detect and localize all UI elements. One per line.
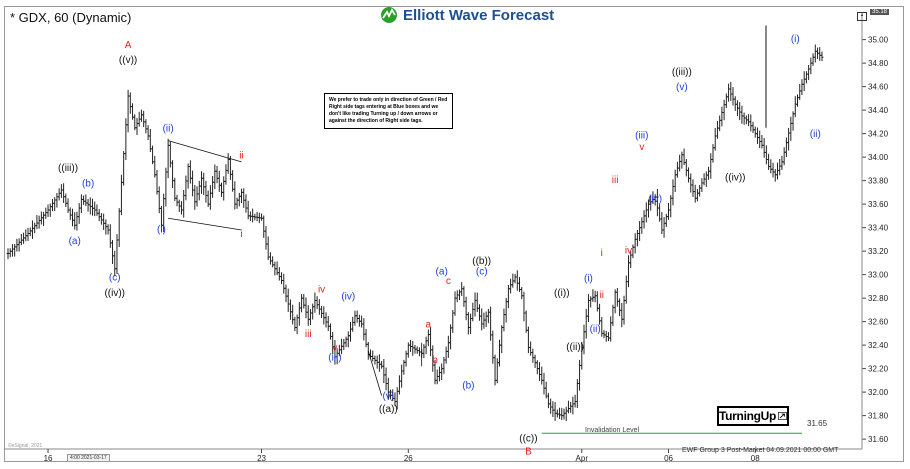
- turning-up-button[interactable]: TurningUp: [717, 406, 789, 426]
- wave-label: ii: [239, 150, 243, 161]
- wave-label: (c): [476, 267, 488, 278]
- chart-settings-icon[interactable]: ▪: [857, 12, 867, 21]
- wave-label: c: [446, 276, 451, 287]
- wave-label: iv: [318, 284, 325, 295]
- y-tick-label: 33.80: [868, 177, 889, 186]
- wave-label: (v): [676, 82, 688, 93]
- trading-note: We prefer to trade only in direction of …: [324, 93, 453, 129]
- y-tick-label: 33.40: [868, 224, 889, 233]
- x-tick-label: 16: [44, 454, 53, 463]
- wave-label: (iii): [328, 352, 341, 363]
- x-tick-label: 08: [751, 454, 760, 463]
- y-tick-label: 33.00: [868, 271, 889, 280]
- wave-label: (iv): [341, 291, 355, 302]
- y-tick-label: 32.20: [868, 365, 889, 374]
- copyright-text: ©eSignal, 2021: [8, 443, 43, 449]
- wave-label: ((ii)): [566, 342, 584, 353]
- y-tick-label: 34.80: [868, 59, 889, 68]
- x-tick-label: Apr: [576, 454, 589, 463]
- wave-label: ((iii)): [58, 163, 78, 174]
- wave-label: (b): [462, 381, 474, 392]
- wave-label: iii: [305, 329, 312, 340]
- ewf-logo-icon: [381, 7, 397, 23]
- wave-label: (b): [82, 179, 94, 190]
- arrow-up-right-icon: [778, 412, 787, 420]
- wave-label: ((iv)): [725, 173, 746, 184]
- y-tick-label: 33.20: [868, 247, 889, 256]
- y-tick-label: 32.80: [868, 294, 889, 303]
- chart-title: * GDX, 60 (Dynamic): [10, 10, 132, 25]
- wave-label: ((c)): [519, 433, 537, 444]
- y-tick-label: 34.60: [868, 83, 889, 92]
- wave-label: (a): [69, 236, 81, 247]
- y-tick-label: 35.00: [868, 36, 889, 45]
- y-tick-label: 34.20: [868, 130, 889, 139]
- channel-line: [168, 217, 242, 231]
- invalidation-label: Invalidation Level: [585, 427, 640, 434]
- logo-text: Elliott Wave Forecast: [403, 6, 555, 24]
- wave-label: (a): [436, 267, 448, 278]
- y-tick-label: 32.00: [868, 388, 889, 397]
- wave-label: v: [332, 343, 337, 354]
- turning-up-label: TurningUp: [719, 409, 777, 423]
- current-price-badge: 35.18: [870, 9, 890, 15]
- y-tick-label: 31.60: [868, 435, 889, 444]
- wave-label: (ii): [163, 123, 174, 134]
- channel-line: [168, 140, 242, 163]
- y-tick-label: 31.80: [868, 412, 889, 421]
- wave-label: (i): [584, 274, 593, 285]
- wave-label: ((iii)): [672, 67, 692, 78]
- y-tick-label: 32.40: [868, 341, 889, 350]
- footer-text: EWF Group 3 Post-Market 04.09.2021 00:00…: [682, 447, 839, 454]
- x-tick-label: 06: [664, 454, 673, 463]
- wave-label: (ii): [810, 129, 821, 140]
- wave-label: ((a)): [379, 404, 398, 415]
- wave-label: ii: [600, 290, 604, 301]
- wave-label: b: [432, 355, 438, 366]
- ewf-logo: Elliott Wave Forecast: [380, 4, 554, 26]
- channel-line: [367, 350, 383, 396]
- wave-label: a: [426, 320, 432, 331]
- cursor-date-box: 4:00 2021-03-17: [67, 454, 110, 462]
- wave-label: (c): [109, 273, 121, 284]
- wave-label: (ii): [590, 324, 601, 335]
- wave-label: v: [639, 142, 644, 153]
- wave-label: i: [601, 248, 603, 259]
- y-tick-label: 34.00: [868, 153, 889, 162]
- wave-label: (iii): [635, 130, 648, 141]
- wave-label: (i): [791, 34, 800, 45]
- wave-label: iii: [612, 175, 619, 186]
- wave-label: (v): [382, 391, 394, 402]
- x-tick-label: 23: [257, 454, 266, 463]
- wave-label: ((b)): [472, 256, 491, 267]
- wave-label: i: [240, 229, 242, 240]
- wave-label: (i): [157, 224, 166, 235]
- wave-label: (iv): [648, 194, 662, 205]
- wave-label: B: [525, 446, 532, 457]
- y-tick-label: 33.60: [868, 200, 889, 209]
- wave-label: iv: [625, 245, 632, 256]
- wave-label: ((v)): [119, 55, 137, 66]
- y-tick-label: 34.40: [868, 106, 889, 115]
- chart-frame: [4, 6, 904, 462]
- y-tick-label: 32.60: [868, 318, 889, 327]
- wave-label: ((i)): [554, 288, 570, 299]
- x-tick-label: 26: [404, 454, 413, 463]
- invalidation-value: 31.65: [807, 419, 828, 428]
- wave-label: ((iv)): [104, 288, 125, 299]
- wave-label: A: [125, 40, 132, 51]
